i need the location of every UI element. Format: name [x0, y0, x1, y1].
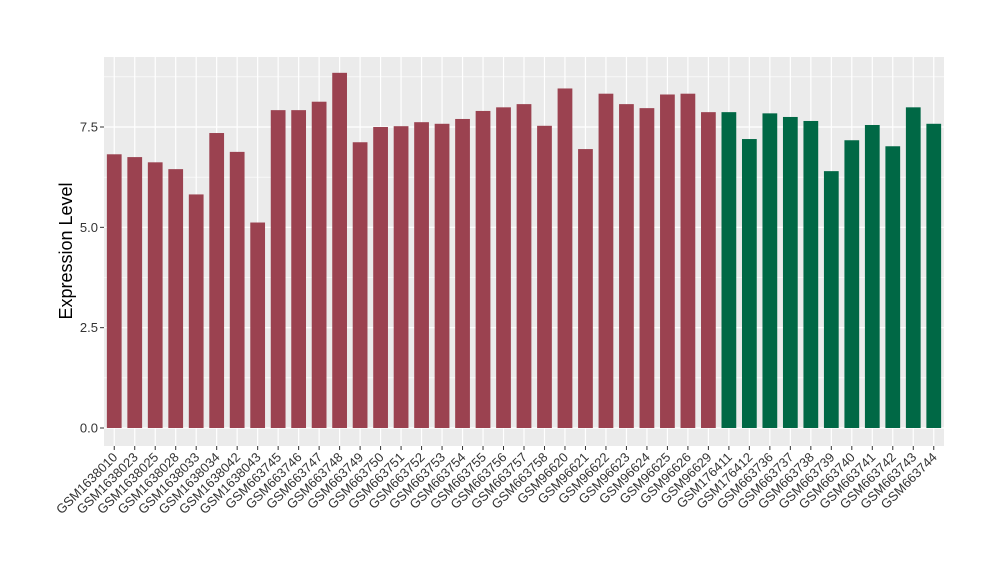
bar — [537, 125, 552, 429]
bar — [721, 112, 737, 428]
bar — [147, 162, 163, 429]
y-tick-label: 7.5 — [80, 120, 98, 135]
bar — [619, 104, 634, 429]
bar — [639, 108, 655, 429]
bar — [434, 123, 450, 428]
bar — [885, 146, 901, 428]
bar — [496, 107, 511, 429]
y-tick-label: 0.0 — [80, 421, 98, 436]
bar — [373, 127, 388, 428]
bar — [844, 140, 860, 428]
bar — [516, 104, 532, 429]
y-axis: 0.0 2.5 5.0 7.5 — [80, 120, 104, 436]
bar — [127, 157, 143, 428]
bar — [578, 149, 593, 428]
bar — [229, 151, 245, 428]
bar — [332, 72, 347, 428]
bar — [270, 110, 286, 429]
x-axis: GSM1638010GSM1638023GSM1638025GSM1638028… — [53, 446, 940, 517]
bar — [311, 101, 327, 428]
bar — [557, 88, 573, 429]
y-tick-label: 2.5 — [80, 320, 98, 335]
bar — [701, 112, 716, 428]
bar — [782, 116, 798, 428]
bar — [250, 222, 266, 428]
bar — [680, 93, 696, 428]
bar — [926, 123, 942, 428]
bar — [414, 122, 429, 429]
bar — [762, 113, 778, 428]
bar — [803, 120, 819, 428]
bars — [106, 72, 942, 429]
bar — [475, 110, 491, 429]
bar — [598, 93, 614, 428]
bar — [188, 194, 204, 428]
bar — [393, 126, 409, 429]
bar — [168, 169, 184, 428]
bar — [660, 94, 675, 428]
y-axis-title: Expression Level — [56, 182, 76, 319]
bar — [352, 142, 368, 428]
bar — [106, 154, 122, 429]
bar — [741, 139, 757, 429]
bar — [905, 107, 921, 429]
bar — [823, 171, 839, 428]
bar — [209, 133, 225, 428]
bar — [455, 118, 470, 429]
bar — [864, 124, 880, 428]
bar — [291, 110, 307, 429]
y-tick-label: 5.0 — [80, 220, 98, 235]
